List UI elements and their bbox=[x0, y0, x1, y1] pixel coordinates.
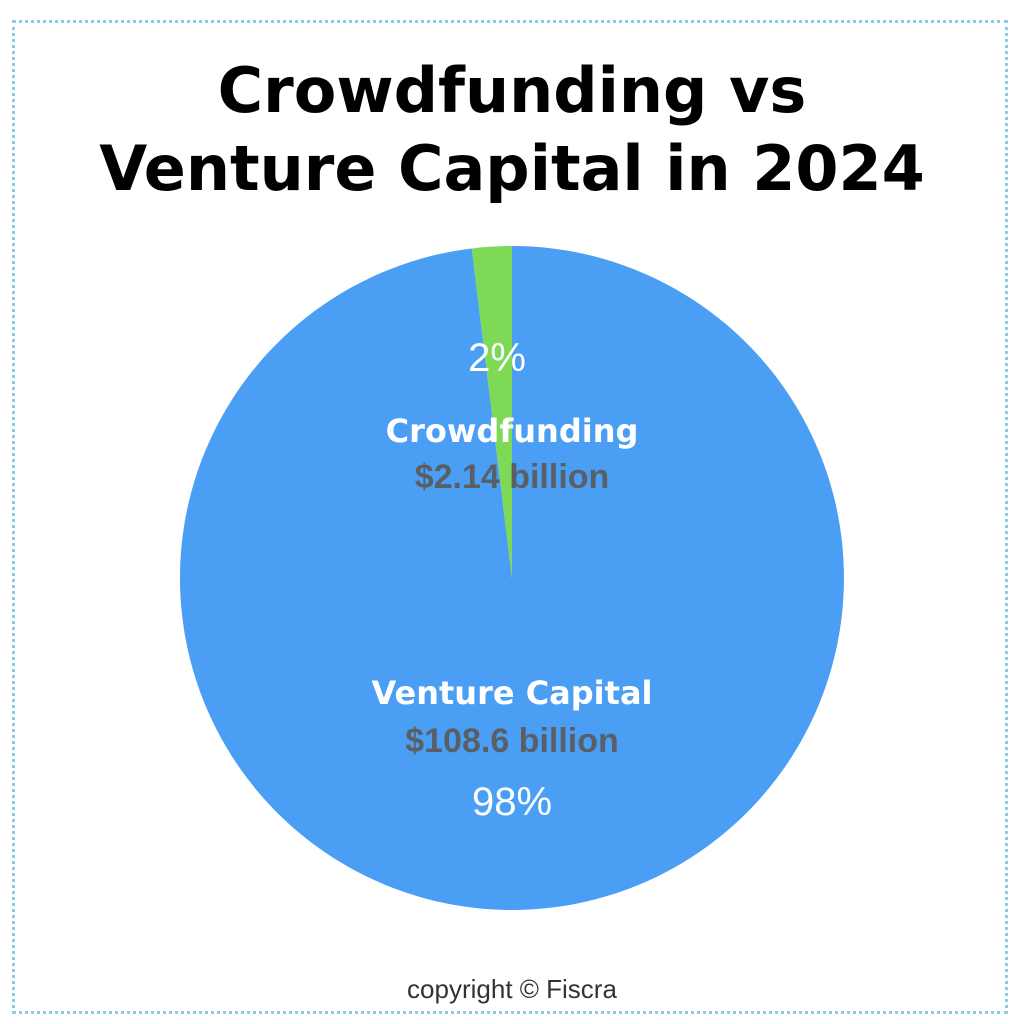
chart-title-line-1: Crowdfunding vs bbox=[217, 54, 807, 127]
venture-capital-amount-label: $108.6 billion bbox=[405, 722, 619, 760]
venture-capital-percent-label: 98% bbox=[471, 780, 553, 824]
venture-capital-name-label: Venture Capital bbox=[371, 674, 653, 712]
chart-title: Crowdfunding vs Venture Capital in 2024 bbox=[0, 52, 1024, 208]
pie-slice-venture-capital bbox=[179, 246, 844, 910]
crowdfunding-amount-label: $2.14 billion bbox=[414, 458, 610, 496]
copyright-text: copyright © Fiscra bbox=[407, 974, 617, 1004]
pie-slice-crowdfunding bbox=[471, 245, 512, 578]
crowdfunding-percent-label: 2% bbox=[468, 336, 526, 380]
crowdfunding-name-label: Crowdfunding bbox=[385, 412, 639, 450]
chart-title-line-2: Venture Capital in 2024 bbox=[99, 132, 925, 205]
dotted-frame bbox=[12, 20, 1008, 1014]
